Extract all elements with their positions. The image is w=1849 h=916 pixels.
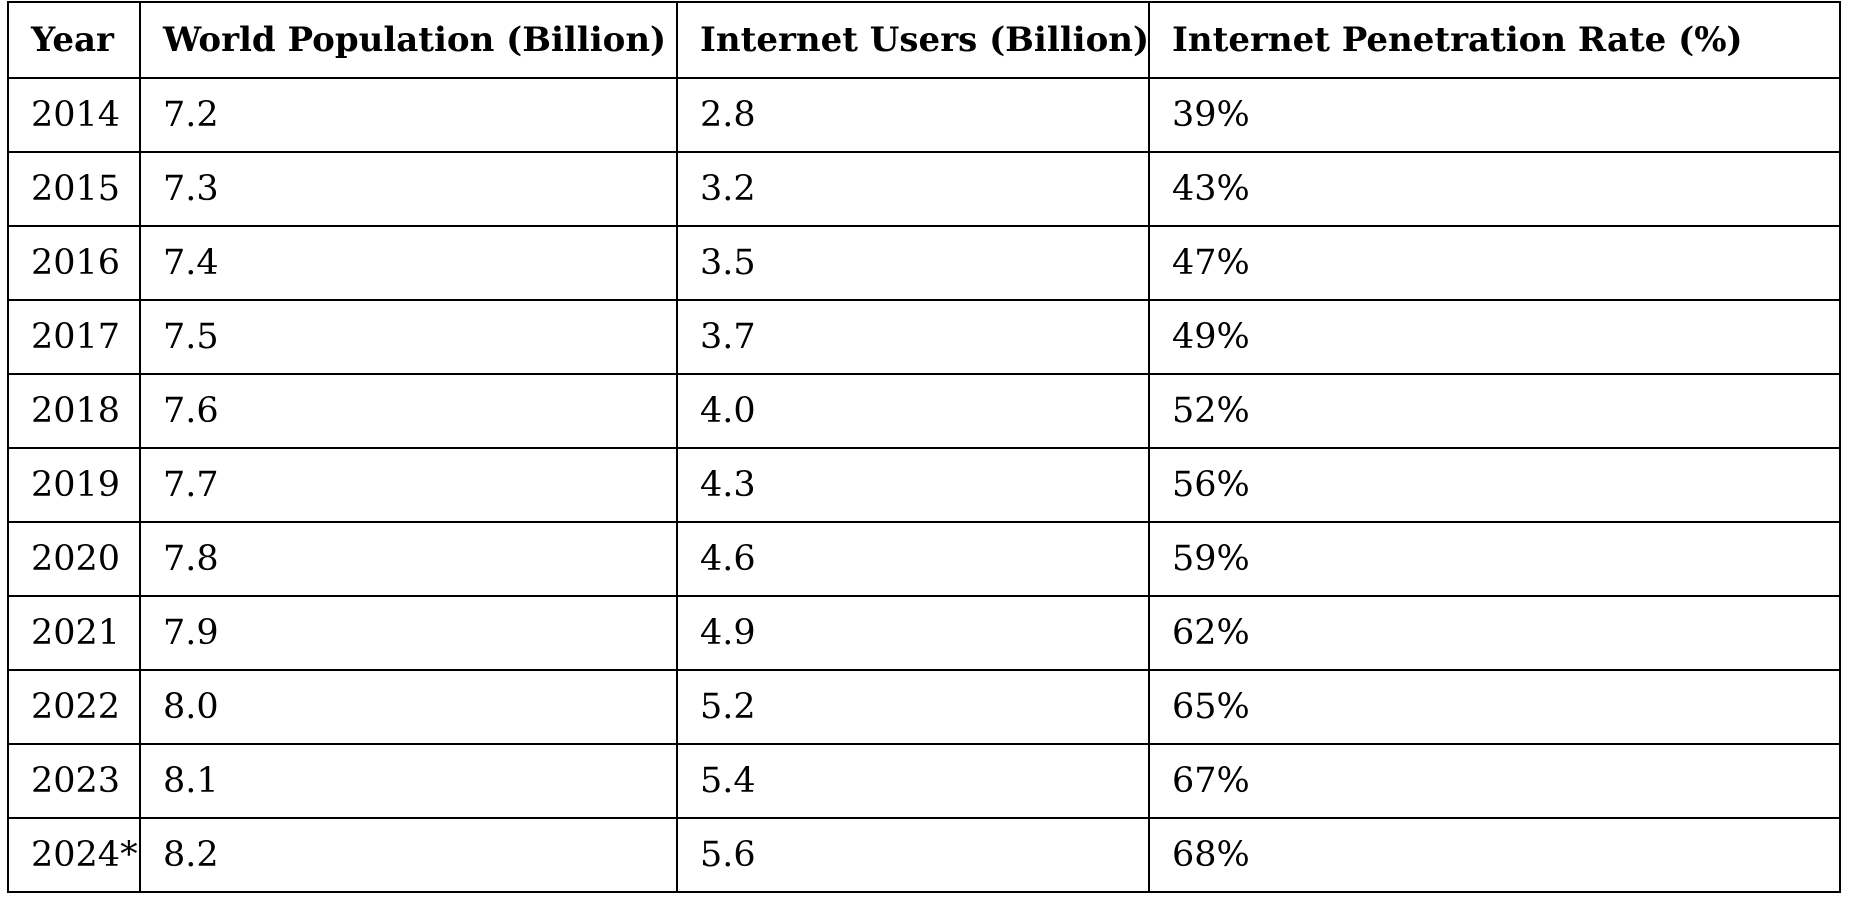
cell-year: 2019: [7, 447, 141, 523]
table-row: 2017 7.5 3.7 49%: [7, 299, 1841, 375]
cell-year: 2024*: [7, 817, 141, 893]
cell-internet-users: 2.8: [676, 77, 1150, 153]
cell-world-population: 7.9: [139, 595, 678, 671]
table-row: 2016 7.4 3.5 47%: [7, 225, 1841, 301]
table-row: 2014 7.2 2.8 39%: [7, 77, 1841, 153]
header-row: Year World Population (Billion) Internet…: [7, 1, 1841, 79]
cell-world-population: 7.4: [139, 225, 678, 301]
cell-world-population: 8.0: [139, 669, 678, 745]
cell-year: 2014: [7, 77, 141, 153]
cell-penetration-rate: 67%: [1148, 743, 1841, 819]
cell-year: 2018: [7, 373, 141, 449]
header-internet-users: Internet Users (Billion): [676, 1, 1150, 79]
table-row: 2023 8.1 5.4 67%: [7, 743, 1841, 819]
cell-world-population: 7.7: [139, 447, 678, 523]
cell-year: 2023: [7, 743, 141, 819]
cell-penetration-rate: 47%: [1148, 225, 1841, 301]
table-row: 2018 7.6 4.0 52%: [7, 373, 1841, 449]
cell-penetration-rate: 43%: [1148, 151, 1841, 227]
table-row: 2020 7.8 4.6 59%: [7, 521, 1841, 597]
cell-penetration-rate: 65%: [1148, 669, 1841, 745]
cell-world-population: 7.2: [139, 77, 678, 153]
cell-internet-users: 5.6: [676, 817, 1150, 893]
table-row: 2019 7.7 4.3 56%: [7, 447, 1841, 523]
cell-year: 2020: [7, 521, 141, 597]
cell-year: 2021: [7, 595, 141, 671]
cell-internet-users: 3.2: [676, 151, 1150, 227]
table-row: 2021 7.9 4.9 62%: [7, 595, 1841, 671]
cell-world-population: 7.6: [139, 373, 678, 449]
cell-world-population: 7.5: [139, 299, 678, 375]
cell-internet-users: 5.2: [676, 669, 1150, 745]
cell-internet-users: 4.0: [676, 373, 1150, 449]
cell-internet-users: 3.7: [676, 299, 1150, 375]
cell-world-population: 7.8: [139, 521, 678, 597]
cell-penetration-rate: 62%: [1148, 595, 1841, 671]
cell-year: 2015: [7, 151, 141, 227]
cell-year: 2016: [7, 225, 141, 301]
cell-internet-users: 5.4: [676, 743, 1150, 819]
cell-internet-users: 3.5: [676, 225, 1150, 301]
cell-year: 2022: [7, 669, 141, 745]
table-header: Year World Population (Billion) Internet…: [7, 1, 1841, 79]
cell-penetration-rate: 52%: [1148, 373, 1841, 449]
cell-penetration-rate: 49%: [1148, 299, 1841, 375]
table-row: 2024* 8.2 5.6 68%: [7, 817, 1841, 893]
header-year: Year: [7, 1, 141, 79]
header-world-population: World Population (Billion): [139, 1, 678, 79]
table-row: 2022 8.0 5.2 65%: [7, 669, 1841, 745]
cell-world-population: 8.1: [139, 743, 678, 819]
table-body: 2014 7.2 2.8 39% 2015 7.3 3.2 43% 2016 7…: [7, 77, 1841, 893]
cell-penetration-rate: 39%: [1148, 77, 1841, 153]
cell-internet-users: 4.3: [676, 447, 1150, 523]
header-penetration-rate: Internet Penetration Rate (%): [1148, 1, 1841, 79]
cell-penetration-rate: 59%: [1148, 521, 1841, 597]
cell-internet-users: 4.9: [676, 595, 1150, 671]
cell-penetration-rate: 56%: [1148, 447, 1841, 523]
cell-internet-users: 4.6: [676, 521, 1150, 597]
cell-penetration-rate: 68%: [1148, 817, 1841, 893]
table-row: 2015 7.3 3.2 43%: [7, 151, 1841, 227]
cell-world-population: 8.2: [139, 817, 678, 893]
cell-world-population: 7.3: [139, 151, 678, 227]
cell-year: 2017: [7, 299, 141, 375]
population-internet-table: Year World Population (Billion) Internet…: [7, 1, 1841, 893]
